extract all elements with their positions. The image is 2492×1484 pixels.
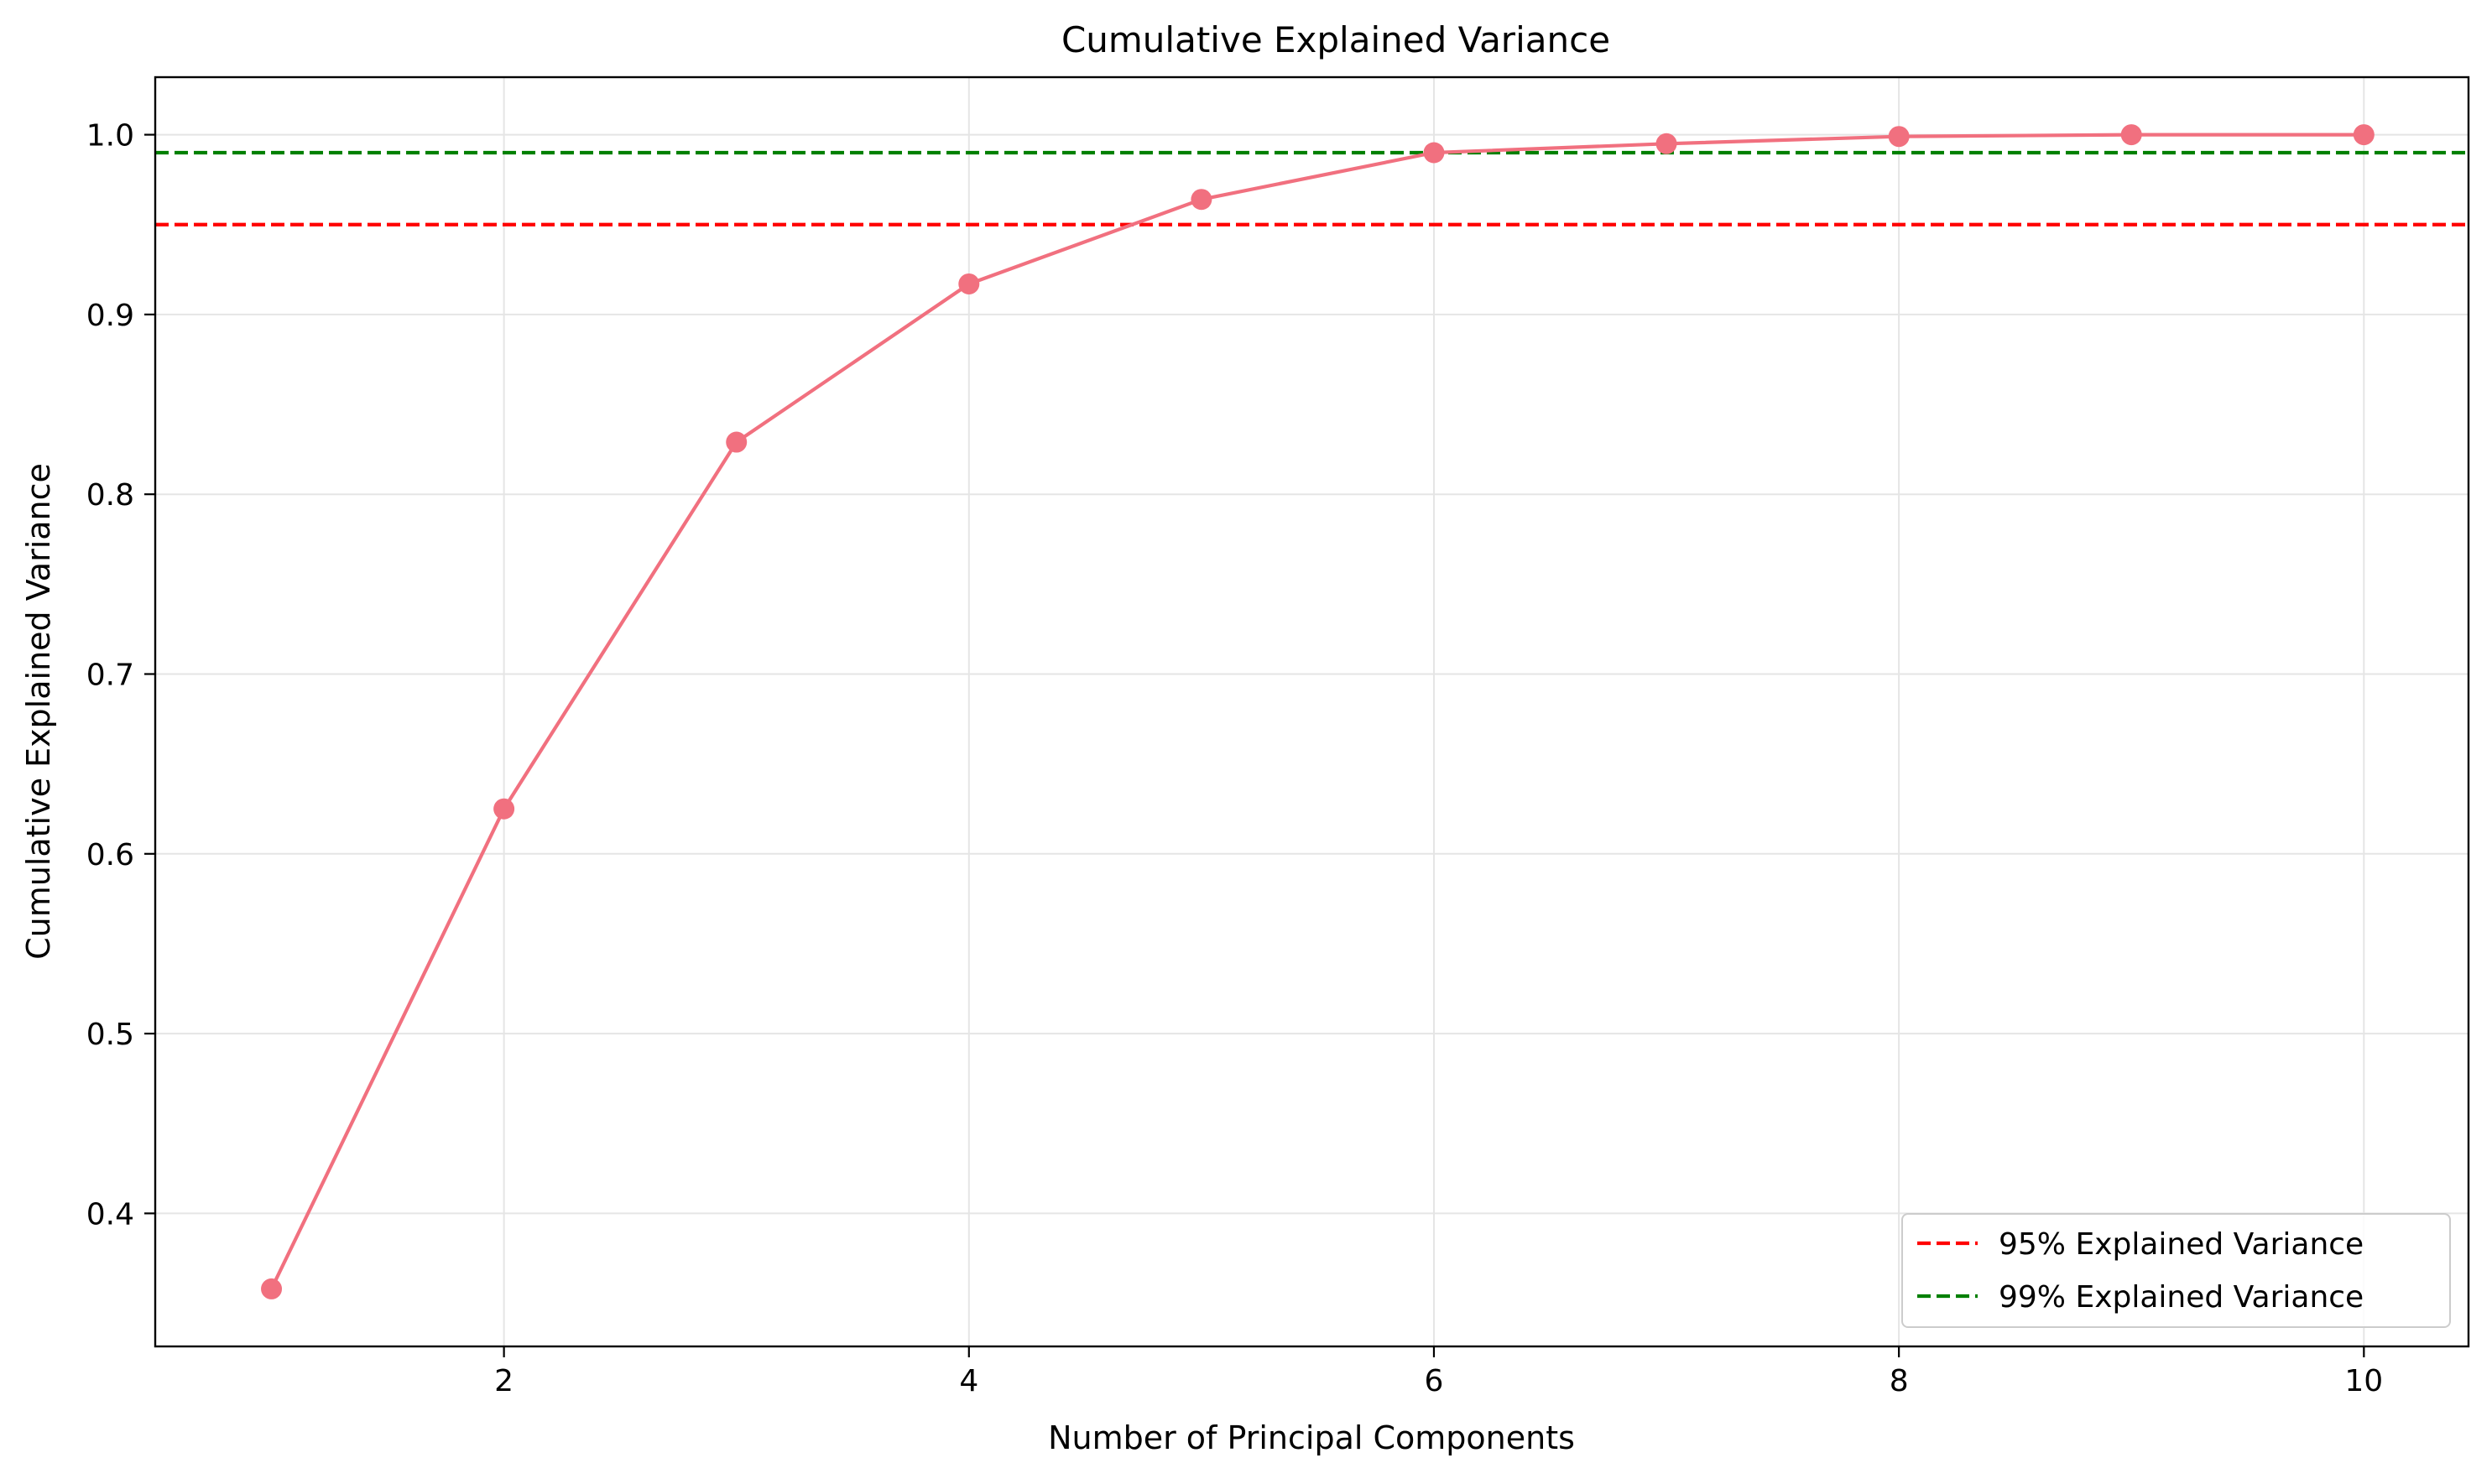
- y-tick-label: 0.7: [86, 658, 134, 692]
- data-point: [1191, 189, 1212, 211]
- data-point: [261, 1278, 283, 1299]
- plot-area-frame: [154, 76, 2470, 1348]
- y-tick-label: 0.4: [86, 1197, 134, 1231]
- legend: 95% Explained Variance 99% Explained Vari…: [1901, 1213, 2451, 1328]
- y-tick-label: 0.8: [86, 478, 134, 513]
- y-axis-label: Cumulative Explained Variance: [20, 463, 57, 960]
- x-axis-label: Number of Principal Components: [1048, 1419, 1575, 1456]
- legend-label: 95% Explained Variance: [1999, 1227, 2364, 1262]
- chart-title: Cumulative Explained Variance: [1061, 19, 1610, 60]
- legend-box: [1901, 1213, 2451, 1328]
- series-layer: [261, 124, 2375, 1299]
- grid: [155, 77, 2469, 1346]
- reference-lines: [155, 150, 2469, 227]
- data-point: [1655, 133, 1677, 154]
- x-tick-label: 10: [2344, 1364, 2383, 1398]
- y-axis: 0.4 0.5 0.6 0.7 0.8 0.9 1.0: [86, 119, 155, 1231]
- data-point: [958, 273, 980, 294]
- data-point: [2353, 124, 2375, 146]
- y-tick-label: 1.0: [86, 119, 134, 154]
- data-point: [2120, 124, 2142, 146]
- y-tick-label: 0.6: [86, 838, 134, 872]
- y-tick-label: 0.9: [86, 299, 134, 333]
- data-point: [1888, 126, 1910, 148]
- y-tick-label: 0.5: [86, 1018, 134, 1052]
- x-tick-label: 2: [494, 1364, 514, 1398]
- data-point: [493, 798, 515, 820]
- x-axis: 2 4 6 8 10: [494, 1346, 2383, 1398]
- data-point: [1423, 142, 1445, 164]
- series-line: [269, 133, 2364, 1290]
- legend-label: 99% Explained Variance: [1999, 1280, 2364, 1315]
- data-point: [726, 431, 748, 453]
- x-tick-label: 4: [959, 1364, 978, 1398]
- x-tick-label: 8: [1890, 1364, 1909, 1398]
- x-tick-label: 6: [1425, 1364, 1444, 1398]
